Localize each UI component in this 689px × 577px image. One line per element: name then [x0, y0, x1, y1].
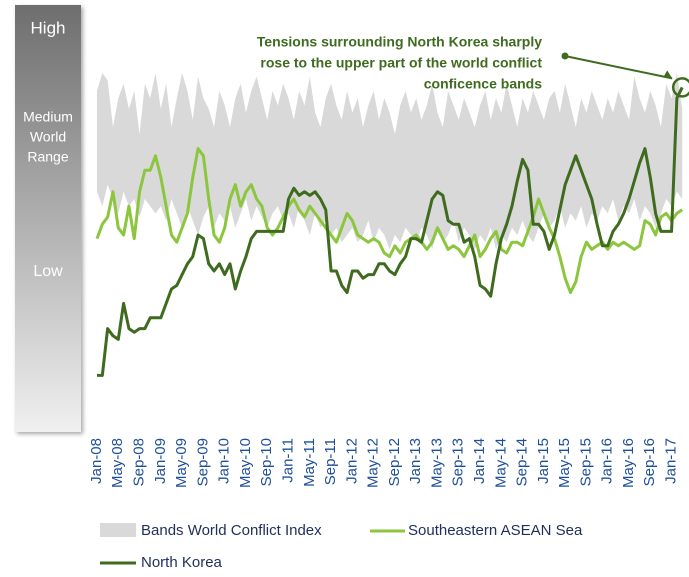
- x-tick-label: Jan-17: [663, 438, 680, 484]
- x-tick-label: Jan-12: [343, 438, 360, 484]
- x-tick-label: Jan-14: [471, 438, 488, 484]
- x-tick-label: Sep-11: [322, 438, 339, 485]
- highlight-ring: [671, 77, 689, 98]
- line: [95, 147, 684, 295]
- x-tick-label: Jan-16: [599, 438, 616, 484]
- annotation: rose to the upper part of the world conf…: [260, 55, 542, 71]
- band-label: World: [30, 129, 66, 145]
- annotation: conficence bands: [424, 76, 542, 92]
- annotation-arrow: [564, 55, 673, 80]
- band-label: Range: [27, 149, 68, 165]
- x-tick-label: Jan-09: [152, 438, 169, 484]
- x-tick-label: Jan-10: [216, 438, 233, 484]
- x-tick-label: May-12: [365, 438, 382, 488]
- x-tick-label: Sep-13: [450, 438, 467, 486]
- x-tick-label: Sep-08: [131, 438, 148, 486]
- x-tick-label: May-13: [428, 438, 445, 488]
- x-tick-label: Sep-09: [194, 438, 211, 486]
- x-tick-label: May-10: [237, 438, 254, 488]
- x-tick-label: May-14: [492, 438, 509, 488]
- band-label: High: [31, 18, 66, 37]
- x-tick-label: May-11: [301, 438, 318, 487]
- arrow-head: [663, 70, 673, 79]
- annotation: Tensions surrounding North Korea sharply: [257, 34, 542, 50]
- range-bar: [15, 5, 81, 432]
- x-tick-label: Sep-15: [577, 438, 594, 486]
- x-tick-label: May-09: [173, 438, 190, 488]
- x-tick-label: May-15: [556, 438, 573, 488]
- band-label: Medium: [23, 109, 73, 125]
- x-tick-label: Sep-16: [641, 438, 658, 486]
- legend-label: North Korea: [141, 554, 223, 571]
- band-label: Low: [33, 263, 63, 280]
- x-tick-label: Jan-15: [535, 438, 552, 484]
- x-tick-label: May-16: [620, 438, 637, 488]
- legend-label: Southeastern ASEAN Sea: [408, 522, 583, 539]
- legend-swatch: [100, 523, 136, 537]
- x-tick-label: Sep-12: [386, 438, 403, 486]
- x-tick-label: Sep-14: [514, 438, 531, 486]
- x-tick-label: May-08: [109, 438, 126, 488]
- arrow-start: [561, 52, 569, 60]
- legend-label: Bands World Conflict Index: [141, 522, 322, 539]
- x-tick-label: Sep-10: [258, 438, 275, 486]
- x-tick-label: Jan-11: [279, 438, 296, 483]
- line: [97, 86, 684, 377]
- x-tick-label: Jan-13: [407, 438, 424, 484]
- x-tick-label: Jan-08: [88, 438, 105, 484]
